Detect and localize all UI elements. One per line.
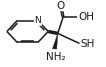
Text: N: N xyxy=(35,16,41,25)
Polygon shape xyxy=(52,33,58,49)
Text: NH₂: NH₂ xyxy=(46,52,66,62)
Text: OH: OH xyxy=(78,12,94,22)
Text: SH: SH xyxy=(81,39,95,49)
Text: O: O xyxy=(56,1,65,11)
